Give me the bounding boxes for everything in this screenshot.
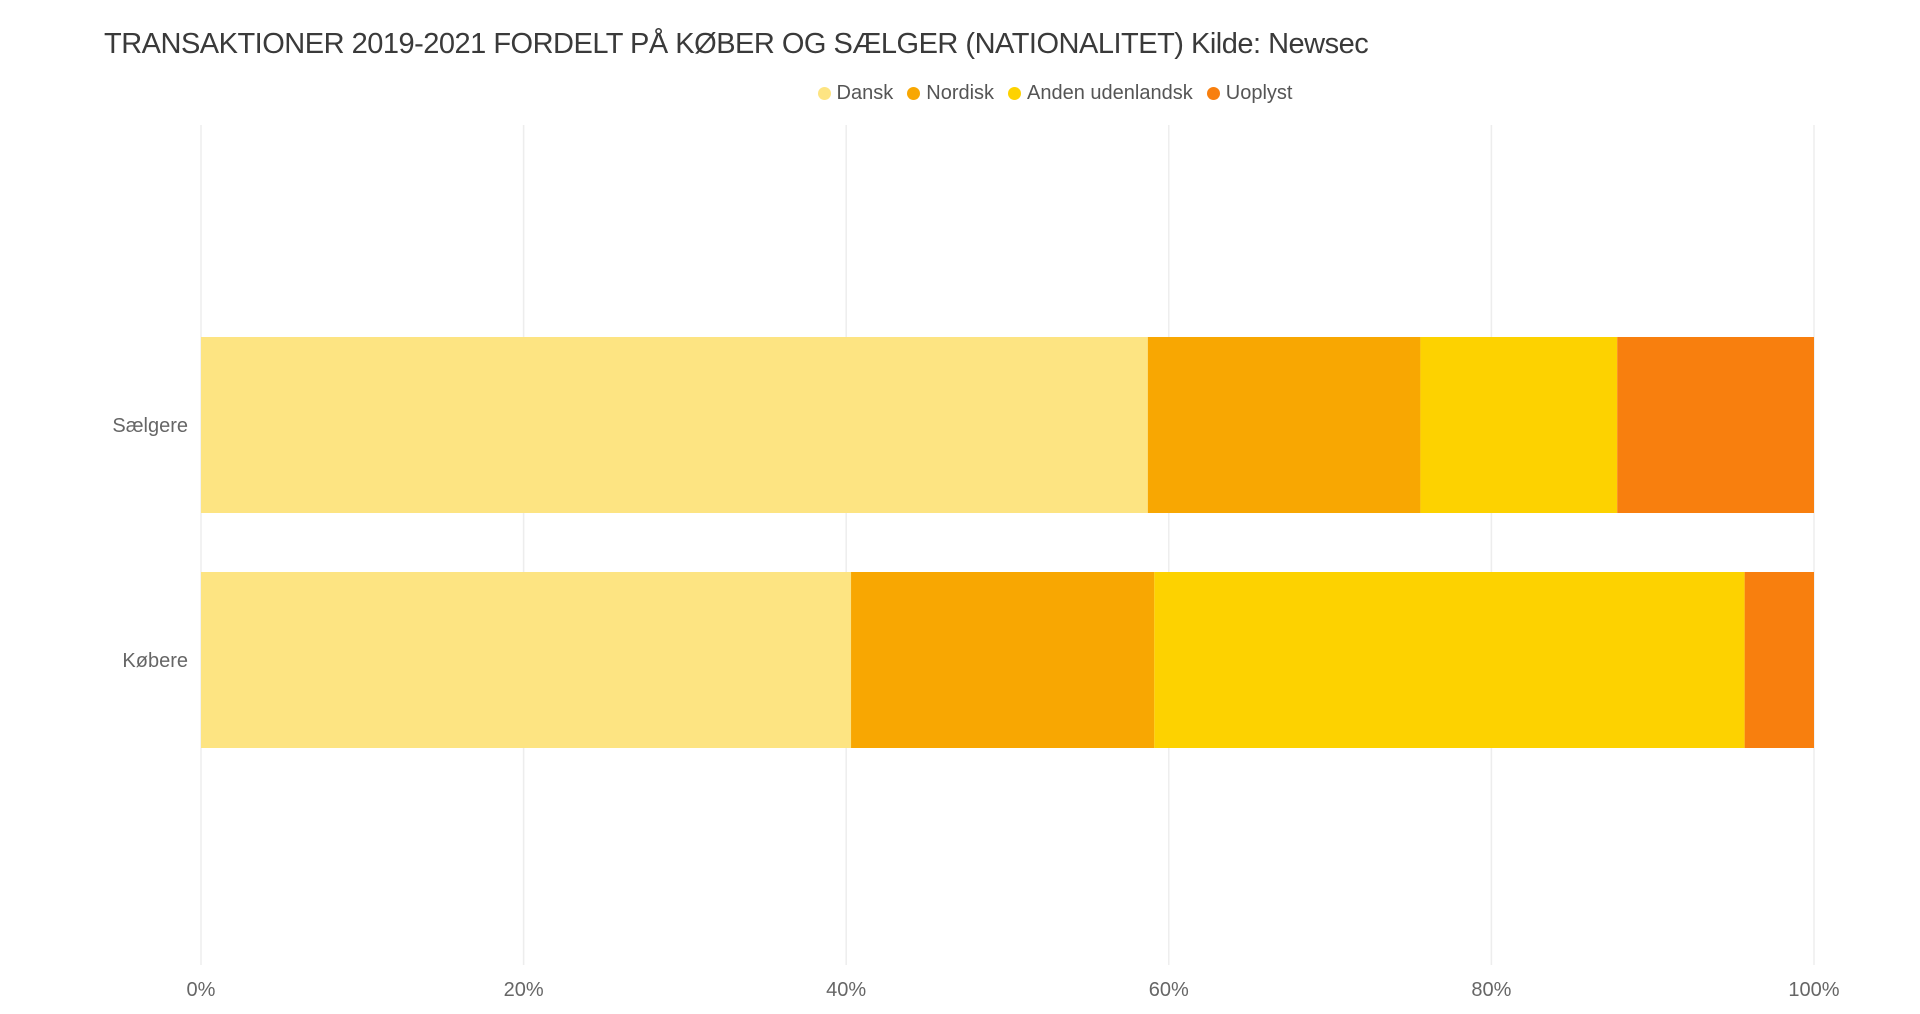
bar-segment[interactable]: [1154, 572, 1745, 748]
x-tick-label: 40%: [826, 979, 866, 1001]
x-axis-ticks: 0% 20% 40% 60% 80% 100%: [187, 979, 1840, 1001]
category-label: Sælgere: [112, 415, 188, 437]
legend-dot-anden-udenlandsk: [1008, 87, 1022, 100]
x-tick-label: 80%: [1471, 979, 1511, 1001]
legend-label-dansk: Dansk: [836, 82, 894, 104]
x-tick-label: 60%: [1149, 979, 1189, 1001]
legend-item-nordisk[interactable]: Nordisk: [907, 82, 994, 105]
bar-segment[interactable]: [1744, 572, 1814, 748]
bar-segment[interactable]: [201, 572, 852, 748]
bar-segment[interactable]: [851, 572, 1155, 748]
bar-segment[interactable]: [1420, 337, 1618, 513]
gridlines: [200, 125, 1815, 965]
legend-item-dansk[interactable]: Dansk: [817, 82, 894, 105]
legend-item-anden-udenlandsk[interactable]: Anden udenlandsk: [1008, 82, 1193, 105]
legend-dot-dansk: [817, 87, 831, 100]
legend-label-anden-udenlandsk: Anden udenlandsk: [1027, 82, 1193, 104]
bar-segment[interactable]: [1147, 337, 1421, 513]
bar-segment[interactable]: [1617, 337, 1814, 513]
x-tick-label: 0%: [187, 979, 216, 1001]
category-label: Købere: [122, 650, 188, 672]
legend-dot-uoplyst: [1206, 87, 1220, 100]
bars: [201, 337, 1814, 748]
legend-item-uoplyst[interactable]: Uoplyst: [1206, 82, 1293, 105]
bar-segment[interactable]: [201, 337, 1148, 513]
legend-label-uoplyst: Uoplyst: [1225, 82, 1293, 104]
chart-title: TRANSAKTIONER 2019-2021 FORDELT PÅ KØBER…: [104, 28, 1369, 60]
legend: Dansk Nordisk Anden udenlandsk Uoplyst: [0, 82, 1920, 105]
legend-label-nordisk: Nordisk: [926, 82, 995, 104]
x-tick-label: 100%: [1788, 979, 1839, 1001]
x-tick-label: 20%: [504, 979, 544, 1001]
legend-dot-nordisk: [907, 87, 921, 100]
category-labels: Sælgere Købere: [112, 415, 188, 672]
